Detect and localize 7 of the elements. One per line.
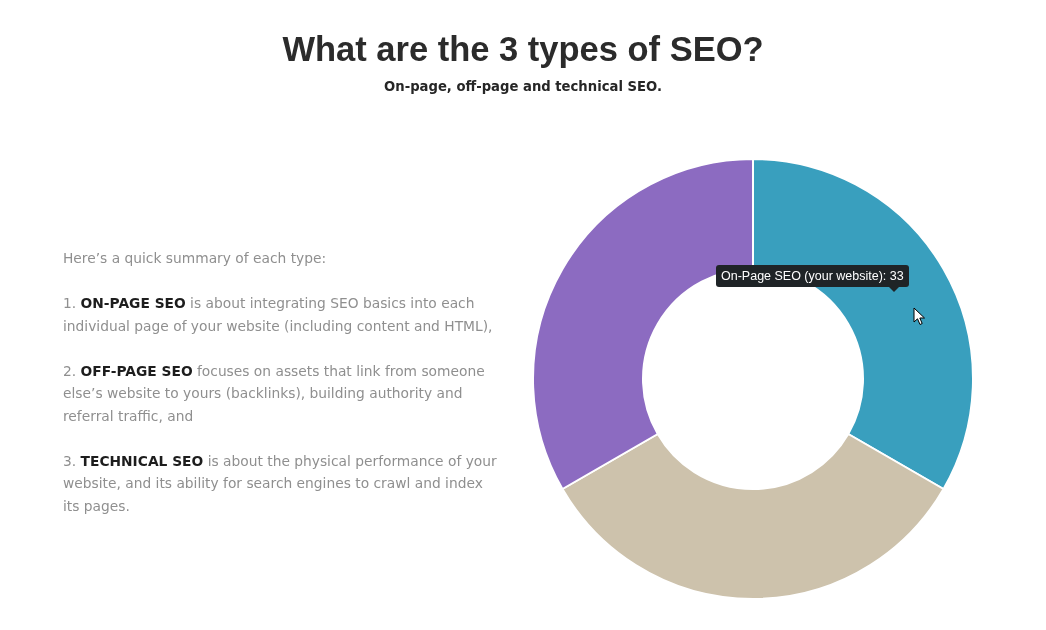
text: 3. TECHNICAL SEO is about the physical performance of your website, and its ability for search engines to crawl and index its pages. (63, 452, 497, 514)
text: 1. ON-PAGE SEO is about integrating SEO basics into each individual page of your website (including content and HTML), (63, 295, 493, 334)
chart-title: What are the 3 types of SEO? (281, 29, 765, 70)
chart-subtitle: On-page, off-page and technical SEO. (383, 78, 663, 96)
text: 2. OFF-PAGE SEO focuses on assets that link from someone else’s website to yours (backlinks), building authority and referral traffic, and (63, 362, 485, 424)
text: Here’s a quick summary of each type: (63, 250, 327, 266)
tooltip: On-Page SEO (your website): 33 (716, 265, 909, 292)
